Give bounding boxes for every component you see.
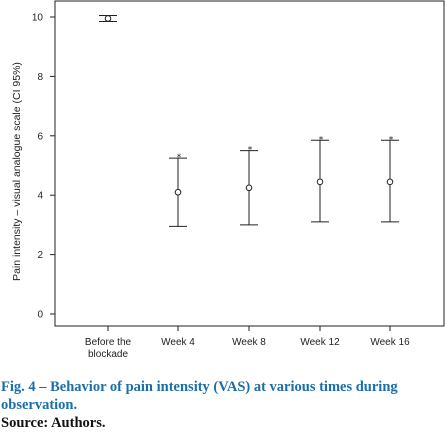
y-tick-label: 6	[37, 131, 43, 142]
figure-label: Fig. 4 –	[1, 379, 47, 395]
figure-caption: Fig. 4 – Behavior of pain intensity (VAS…	[1, 378, 445, 432]
y-tick-label: 4	[37, 191, 43, 202]
error-bar-series: * * * *	[99, 15, 399, 227]
mean-point	[386, 178, 394, 186]
y-tick-label: 10	[32, 13, 44, 24]
y-tick-label: 2	[37, 250, 43, 261]
x-tick-label: Before the blockade	[85, 337, 132, 360]
mean-point	[174, 188, 182, 196]
error-bar	[99, 15, 117, 22]
upper-marker-star: *	[248, 146, 253, 156]
y-axis-label: Pain intensity – visual analogue scale (…	[11, 62, 23, 281]
figure-source: Source: Authors.	[1, 415, 106, 431]
y-axis: 0 2 4 6 8 10	[32, 13, 55, 321]
error-bar: *	[169, 153, 187, 227]
x-tick-label-line: Week 16	[370, 337, 410, 348]
mean-point	[316, 178, 324, 186]
x-tick-label: Week 12	[300, 337, 340, 348]
x-tick-label-line: Week 12	[300, 337, 340, 348]
x-axis: Before the blockade Week 4 Week 8 Week 12 Wee…	[85, 326, 410, 360]
x-tick-label-line: blockade	[88, 349, 128, 360]
x-tick-label-line: Week 4	[161, 337, 195, 348]
x-tick-label: Week 16	[370, 337, 410, 348]
chart: 0 2 4 6 8 10 Before the blockade Week 4 Week 8 We…	[11, 0, 445, 360]
error-bar: *	[240, 146, 258, 226]
upper-marker-star: *	[389, 135, 394, 145]
error-bar: *	[381, 135, 399, 223]
figure-title: Behavior of pain intensity (VAS) at vari…	[1, 379, 398, 413]
x-tick-label-line: Before the	[85, 337, 132, 348]
x-tick-label: Week 4	[161, 337, 195, 348]
x-tick-label: Week 8	[232, 337, 266, 348]
y-tick-label: 0	[37, 310, 43, 321]
x-tick-label-line: Week 8	[232, 337, 266, 348]
y-tick-label: 8	[37, 72, 43, 83]
mean-point	[104, 15, 112, 22]
upper-marker-star: *	[177, 153, 182, 163]
mean-point	[245, 184, 253, 192]
error-bar: *	[311, 135, 329, 223]
upper-marker-star: *	[319, 135, 324, 145]
